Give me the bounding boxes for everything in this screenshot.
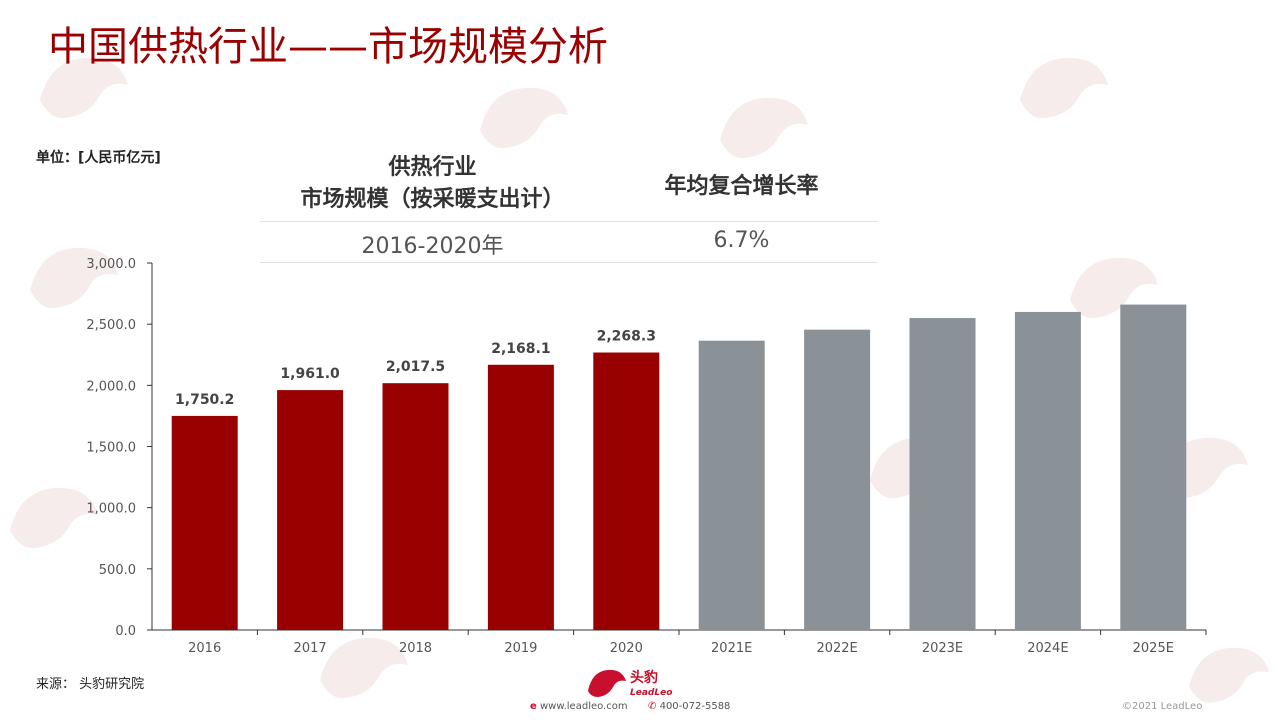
web-icon: e (530, 701, 537, 712)
x-tick-label: 2019 (504, 641, 537, 656)
data-label: 2,168.1 (491, 341, 550, 357)
brand-cn: 头豹 (630, 669, 658, 686)
y-tick-label: 1,500.0 (86, 441, 136, 456)
y-tick-label: 1,000.0 (86, 502, 136, 517)
watermark-logo-icon (40, 57, 128, 119)
x-tick-label: 2016 (188, 641, 221, 656)
unit-label: 单位：[人民币亿元] (36, 150, 161, 166)
bar-estimate (698, 340, 765, 630)
x-tick-label: 2024E (1027, 641, 1068, 656)
market-size-header-line2: 市场规模（按采暖支出计） (300, 187, 565, 212)
x-tick-label: 2022E (816, 641, 857, 656)
bar-estimate (909, 318, 976, 630)
footer-website[interactable]: e www.leadleo.com (530, 701, 628, 712)
table-divider (260, 262, 878, 263)
x-tick-label: 2025E (1133, 641, 1174, 656)
watermark-logo-icon (320, 637, 408, 699)
bar-actual (593, 352, 660, 630)
data-label: 1,750.2 (175, 392, 234, 408)
leadleo-logo-icon: 头豹 LeadLeo (588, 669, 672, 698)
y-tick-label: 2,000.0 (86, 379, 136, 394)
data-label: 2,017.5 (386, 359, 445, 375)
market-size-header-line1: 供热行业 (388, 155, 477, 180)
watermark-logo-icon (30, 247, 118, 309)
market-size-header: 供热行业 市场规模（按采暖支出计） (260, 152, 605, 216)
brand-en: LeadLeo (630, 688, 672, 698)
data-label: 1,961.0 (280, 366, 340, 382)
footer-website-text: www.leadleo.com (539, 701, 628, 712)
y-tick-label: 500.0 (99, 563, 136, 578)
watermark-logo-icon (1189, 647, 1270, 703)
bar-estimate (1120, 304, 1187, 630)
watermark-logo-icon (480, 87, 568, 149)
bar-actual (277, 390, 344, 630)
phone-icon: ✆ (648, 701, 657, 712)
watermark-logo-icon (10, 487, 98, 549)
bar-actual (382, 383, 449, 630)
copyright: ©2021 LeadLeo (1122, 701, 1203, 712)
footer-phone: ✆ 400-072-5588 (648, 701, 730, 712)
source-note: 来源： 头豹研究院 (36, 677, 145, 692)
watermark-logo-icon (1070, 257, 1158, 319)
cagr-period: 2016-2020年 (361, 234, 504, 259)
y-tick-label: 3,000.0 (86, 257, 136, 272)
y-tick-label: 0.0 (115, 624, 136, 639)
footer-phone-text: 400-072-5588 (659, 701, 731, 712)
bar-actual (171, 415, 238, 630)
bar-estimate (1014, 311, 1081, 630)
page-title: 中国供热行业——市场规模分析 (48, 24, 608, 70)
footer-logo: 头豹 LeadLeo (586, 665, 696, 705)
x-tick-label: 2023E (922, 641, 963, 656)
watermark-logo-icon (720, 97, 808, 159)
bar-estimate (804, 329, 871, 630)
x-tick-label: 2020 (610, 641, 643, 656)
table-divider (260, 221, 878, 222)
x-tick-label: 2018 (399, 641, 432, 656)
cagr-value: 6.7% (713, 228, 770, 253)
y-tick-label: 2,500.0 (86, 318, 136, 333)
cagr-header: 年均复合增长率 (664, 174, 819, 199)
x-tick-label: 2017 (294, 641, 327, 656)
data-label: 2,268.3 (597, 329, 656, 345)
x-tick-label: 2021E (711, 641, 752, 656)
watermark-logo-icon (1020, 57, 1108, 119)
bar-actual (487, 364, 554, 630)
